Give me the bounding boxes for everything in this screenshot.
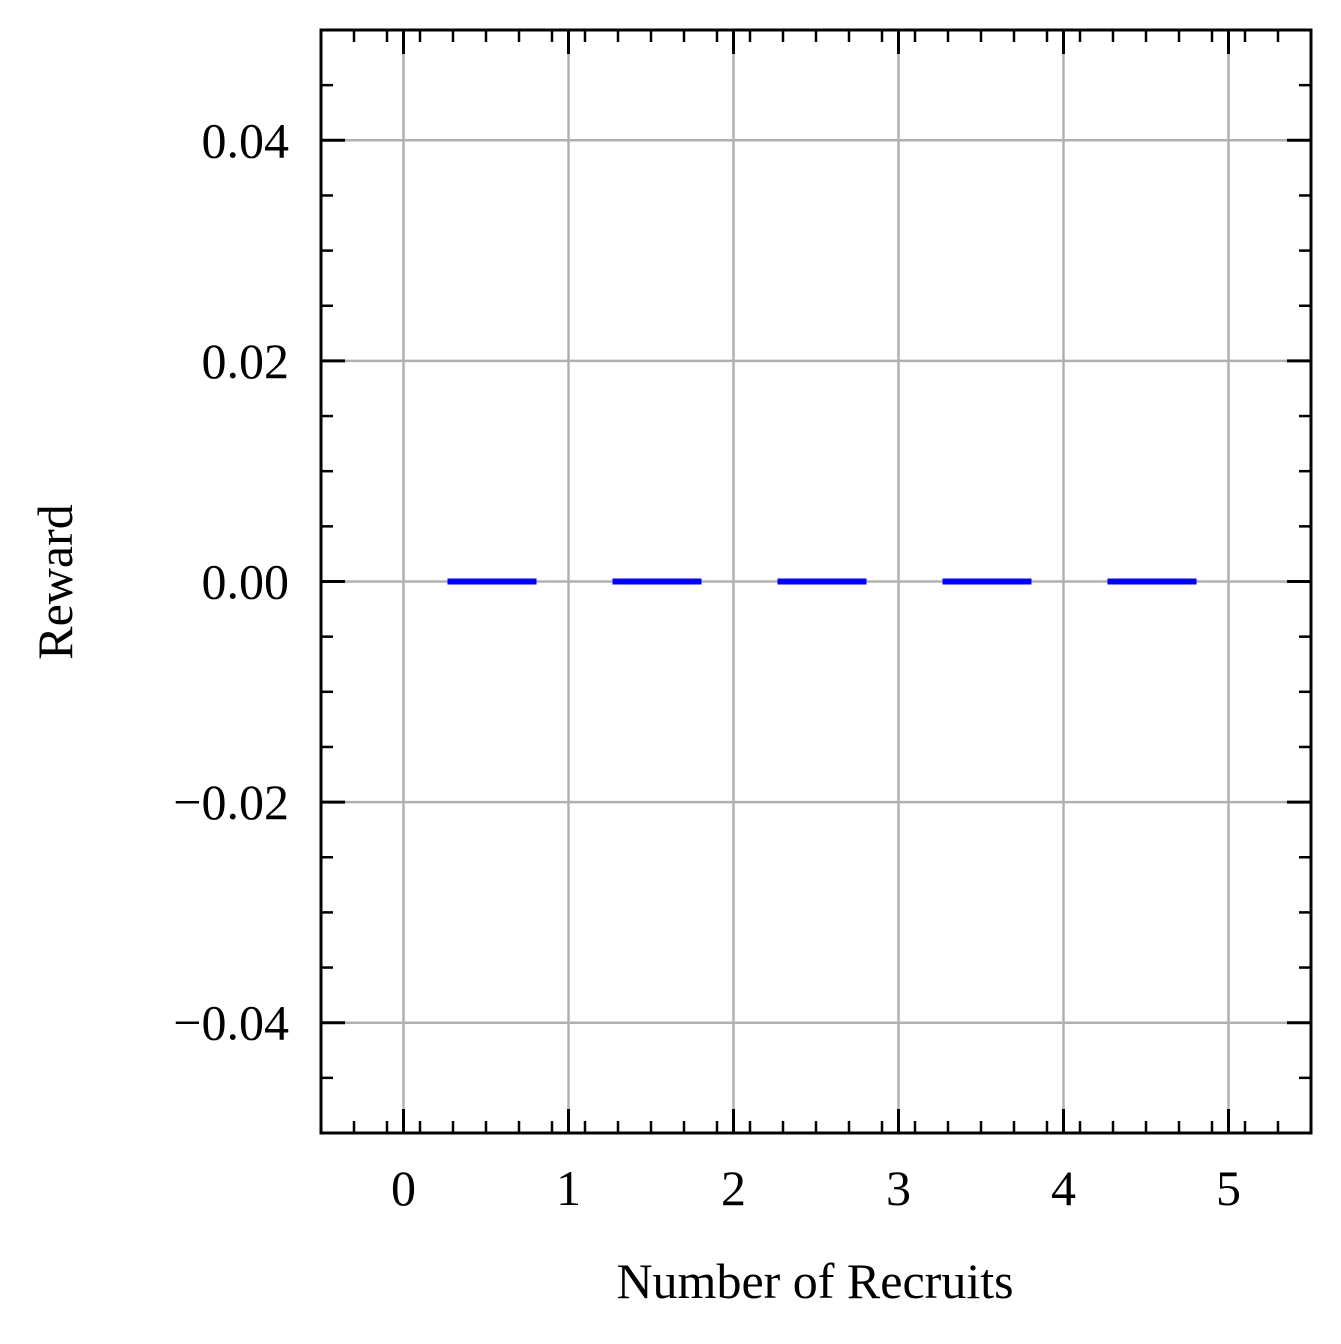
y-tick-label-1: −0.02	[173, 774, 289, 830]
x-tick-label-0: 0	[391, 1160, 416, 1216]
x-tick-labels: 0 1 2 3 4 5	[391, 1160, 1241, 1216]
x-tick-label-2: 2	[721, 1160, 746, 1216]
x-tick-label-4: 4	[1051, 1160, 1076, 1216]
x-axis-label: Number of Recruits	[616, 1253, 1013, 1309]
y-tick-label-0: −0.04	[173, 995, 289, 1051]
axis-ticks	[321, 30, 1311, 1133]
x-tick-label-5: 5	[1216, 1160, 1241, 1216]
y-tick-label-3: 0.02	[202, 333, 290, 389]
y-tick-labels: −0.04 −0.02 0.00 0.02 0.04	[173, 112, 289, 1050]
y-axis-label: Reward	[27, 504, 83, 660]
x-tick-label-3: 3	[886, 1160, 911, 1216]
x-tick-label-1: 1	[556, 1160, 581, 1216]
y-tick-label-4: 0.04	[202, 112, 290, 168]
y-tick-label-2: 0.00	[202, 554, 290, 610]
